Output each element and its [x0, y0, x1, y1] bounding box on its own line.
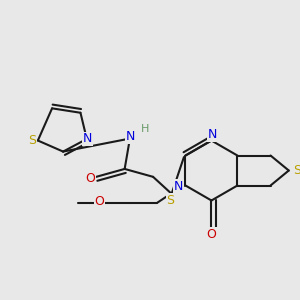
Text: O: O — [206, 228, 216, 241]
Text: N: N — [126, 130, 135, 143]
Text: S: S — [293, 164, 300, 177]
Text: N: N — [174, 180, 183, 193]
Text: O: O — [85, 172, 95, 185]
Text: S: S — [28, 134, 36, 147]
Text: N: N — [207, 128, 217, 141]
Text: S: S — [167, 194, 174, 207]
Text: H: H — [141, 124, 149, 134]
Text: O: O — [95, 195, 105, 208]
Text: N: N — [83, 133, 92, 146]
